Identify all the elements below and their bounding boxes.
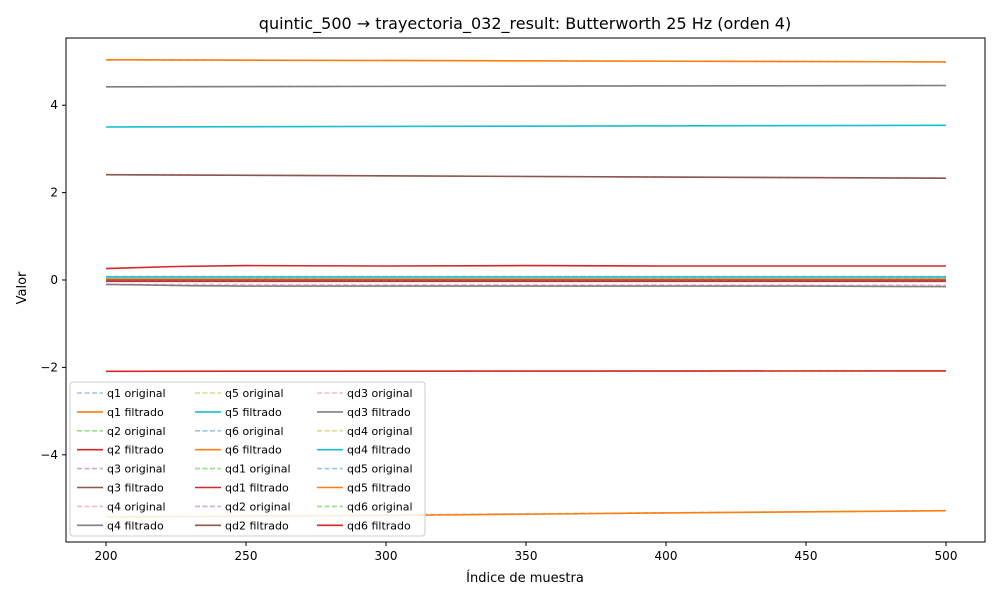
legend-label: q4 filtrado (107, 519, 164, 532)
x-tick-label: 500 (935, 549, 958, 563)
plot-area: 200 250 300 350 400 450 500 −4 −2 0 2 4 (40, 37, 986, 563)
legend-box (69, 381, 426, 537)
legend-label: qd4 filtrado (347, 444, 411, 457)
legend-label: q6 original (225, 425, 284, 438)
legend-label: qd1 filtrado (225, 482, 289, 495)
legend-label: q4 original (107, 500, 166, 513)
legend-label: q1 filtrado (107, 406, 164, 419)
x-tick-label: 300 (375, 549, 398, 563)
legend-label: q1 original (107, 387, 166, 400)
legend-label: qd6 original (347, 500, 413, 513)
legend-label: qd2 original (225, 500, 291, 513)
y-tick-label: 2 (50, 186, 58, 200)
series-line-q4-filtrado (105, 283, 947, 288)
x-tick-label: 450 (795, 549, 818, 563)
legend-label: qd6 filtrado (347, 519, 411, 532)
y-tick-label: 0 (50, 273, 58, 287)
y-tick-label: 4 (50, 98, 58, 112)
y-tick-label: −4 (40, 448, 58, 462)
x-tick-label: 350 (515, 549, 538, 563)
legend-label: q2 filtrado (107, 444, 164, 457)
x-tick-label: 200 (95, 549, 118, 563)
legend-label: q5 filtrado (225, 406, 282, 419)
x-tick-label: 250 (235, 549, 258, 563)
x-tick-label: 400 (655, 549, 678, 563)
legend-label: qd5 filtrado (347, 482, 411, 495)
chart-title: quintic_500 → trayectoria_032_result: Bu… (259, 14, 791, 34)
series-line-q3-filtrado (105, 173, 947, 179)
legend-label: q3 filtrado (107, 482, 164, 495)
legend-label: qd2 filtrado (225, 519, 289, 532)
legend-label: qd3 filtrado (347, 406, 411, 419)
legend-label: qd3 original (347, 387, 413, 400)
legend-label: q6 filtrado (225, 444, 282, 457)
x-axis-label: Índice de muestra (466, 570, 584, 586)
series-line-qd1-filtrado (105, 264, 946, 270)
y-tick-label: −2 (40, 360, 58, 374)
legend-label: qd4 original (347, 425, 413, 438)
y-axis-label: Valor (15, 271, 30, 304)
legend-label: qd5 original (347, 463, 413, 476)
series-line-q1-filtrado (105, 59, 947, 63)
legend-label: qd1 original (225, 463, 291, 476)
legend: q1 original q1 filtrado q2 original q2 filt… (69, 381, 426, 537)
series-line-qd3-filtrado (105, 84, 947, 88)
series-line-q5-filtrado (105, 124, 947, 128)
legend-label: q5 original (225, 387, 284, 400)
legend-label: q3 original (107, 463, 166, 476)
series-line-q4-original (105, 283, 947, 286)
legend-label: q2 original (107, 425, 166, 438)
